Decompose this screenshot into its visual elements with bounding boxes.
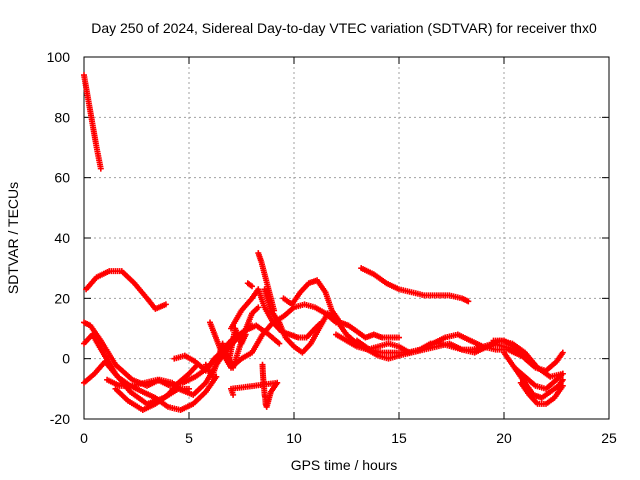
series-arc-23	[228, 361, 281, 410]
x-tick-label: 10	[286, 430, 302, 446]
series-arc-22	[517, 379, 566, 407]
plus-marker	[465, 298, 472, 305]
plus-marker	[559, 382, 566, 389]
plus-marker	[276, 340, 283, 347]
data-marks	[81, 72, 566, 413]
plus-marker	[242, 331, 249, 338]
chart-title: Day 250 of 2024, Sidereal Day-to-day VTE…	[91, 20, 597, 36]
y-tick-label: 40	[54, 230, 70, 246]
plus-marker	[162, 301, 169, 308]
y-tick-label: 100	[47, 49, 71, 65]
series-arc-2	[83, 268, 169, 312]
x-tick-label: 25	[601, 430, 617, 446]
series-arc-14	[280, 277, 402, 341]
series-arc-9	[202, 325, 249, 380]
plus-marker	[97, 165, 104, 172]
axis-ticks: 0 5 10 15 20 25 -20 0 20 40 60 80 100	[47, 49, 617, 446]
series-arc-7	[112, 361, 201, 413]
y-tick-label: 20	[54, 290, 70, 306]
plus-marker	[559, 349, 566, 356]
plus-marker	[559, 376, 566, 383]
y-axis-label: SDTVAR / TECUs	[5, 182, 21, 294]
plus-marker	[255, 304, 262, 311]
x-tick-label: 0	[80, 430, 88, 446]
x-tick-label: 20	[496, 430, 512, 446]
plus-marker	[559, 370, 566, 377]
series-arc-18	[396, 337, 566, 380]
series-arc-16	[358, 265, 472, 305]
series-arc-12	[255, 250, 278, 314]
plus-marker	[396, 334, 402, 341]
series-arc-3	[81, 319, 192, 392]
y-tick-label: -20	[50, 411, 70, 427]
plus-marker	[230, 391, 237, 398]
series-arc-1	[81, 72, 104, 172]
y-tick-label: 60	[54, 170, 70, 186]
y-tick-label: 80	[54, 109, 70, 125]
x-axis-label: GPS time / hours	[291, 457, 398, 473]
x-tick-label: 5	[185, 430, 193, 446]
series-arc-19	[490, 337, 566, 374]
series-arc-24	[244, 280, 255, 290]
y-tick-label: 0	[62, 351, 70, 367]
plus-marker	[249, 283, 255, 290]
x-tick-label: 15	[391, 430, 407, 446]
